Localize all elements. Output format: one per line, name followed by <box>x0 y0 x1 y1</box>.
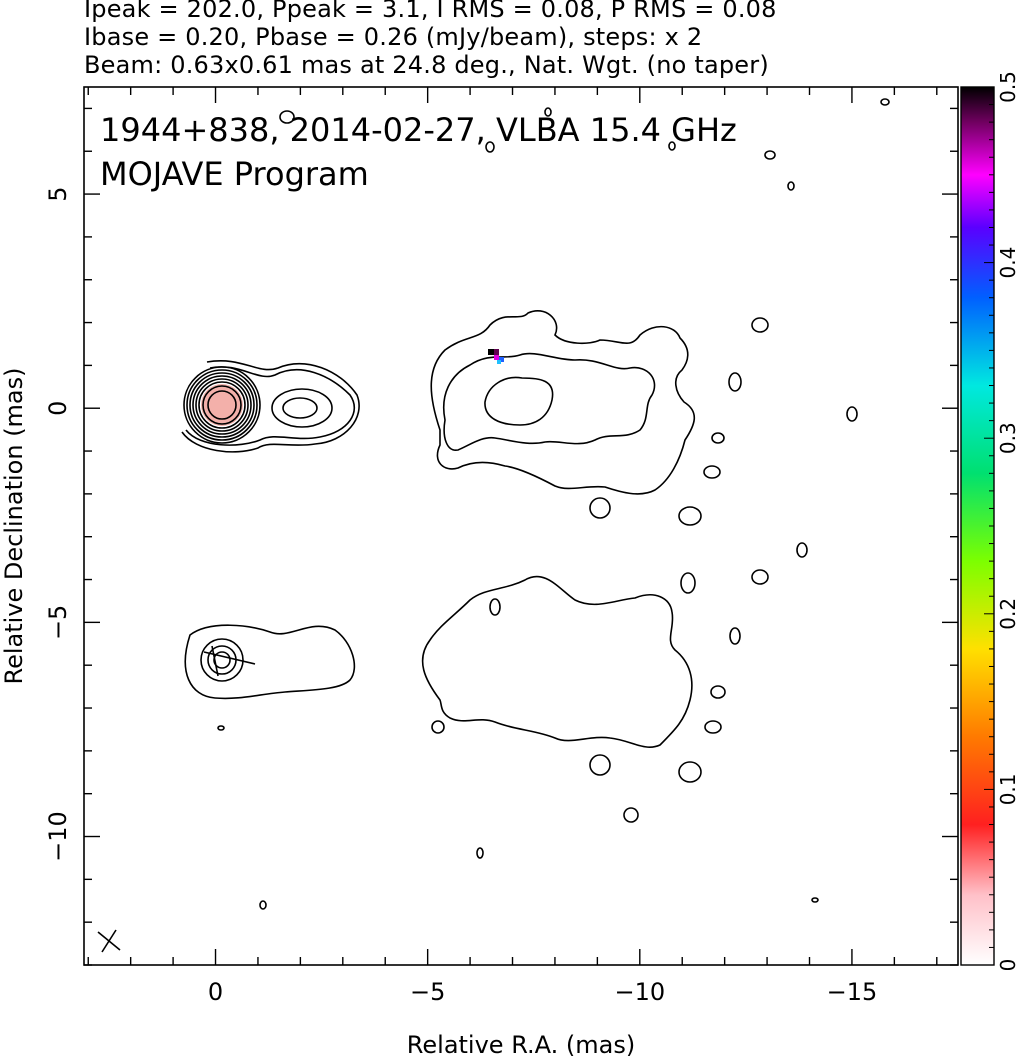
colorbar-tick-label: 0 <box>996 959 1020 972</box>
halo-inner-contour <box>443 352 656 451</box>
colorbar-tick-label: 0.3 <box>996 422 1020 454</box>
halo-core-contour <box>484 376 554 426</box>
program-annotation: MOJAVE Program <box>100 155 369 193</box>
header-line-2: Ibase = 0.20, Pbase = 0.26 (mJy/beam), s… <box>84 23 703 51</box>
axis-ticks <box>84 87 958 966</box>
x-tick-label: −15 <box>827 978 878 1006</box>
plot-frame <box>83 86 959 966</box>
isolated-contours <box>217 98 890 910</box>
colorbar-tick-label: 0.4 <box>996 247 1020 279</box>
header-line-1: Ipeak = 202.0, Ppeak = 3.1, I RMS = 0.08… <box>84 0 777 23</box>
colorbar-ticks: 0 0.1 0.2 0.3 0.4 0.5 <box>984 71 1020 971</box>
lower-extended-contour <box>421 575 693 748</box>
x-tick-label: −5 <box>410 978 445 1006</box>
core-fill <box>201 384 243 426</box>
y-tick-label: 5 <box>44 186 72 201</box>
halo-outer-contour <box>430 310 696 495</box>
y-axis-title: Relative Declination (mas) <box>0 367 28 684</box>
x-axis-title: Relative R.A. (mas) <box>407 1031 635 1059</box>
colorbar-tick-label: 0.5 <box>996 71 1020 103</box>
beam-cross-icon <box>97 929 121 953</box>
colorbar-tick-label: 0.2 <box>996 598 1020 630</box>
core-contours <box>183 366 261 444</box>
x-tick-label: −10 <box>614 978 665 1006</box>
lower-core-contours <box>184 624 356 700</box>
contour-group <box>97 98 890 953</box>
y-tick-label: −5 <box>44 605 72 640</box>
x-tick-label: 0 <box>208 978 223 1006</box>
polarization-pixels <box>488 349 504 364</box>
jet-component-contours <box>181 360 360 453</box>
header-line-3: Beam: 0.63x0.61 mas at 24.8 deg., Nat. W… <box>84 51 769 79</box>
y-tick-label: −10 <box>44 811 72 862</box>
axis-tick-labels: 0 −5 −10 −15 5 0 −5 −10 <box>44 186 877 1006</box>
y-tick-label: 0 <box>44 401 72 416</box>
colorbar-tick-label: 0.1 <box>996 773 1020 805</box>
source-annotation: 1944+838, 2014-02-27, VLBA 15.4 GHz <box>100 111 737 149</box>
